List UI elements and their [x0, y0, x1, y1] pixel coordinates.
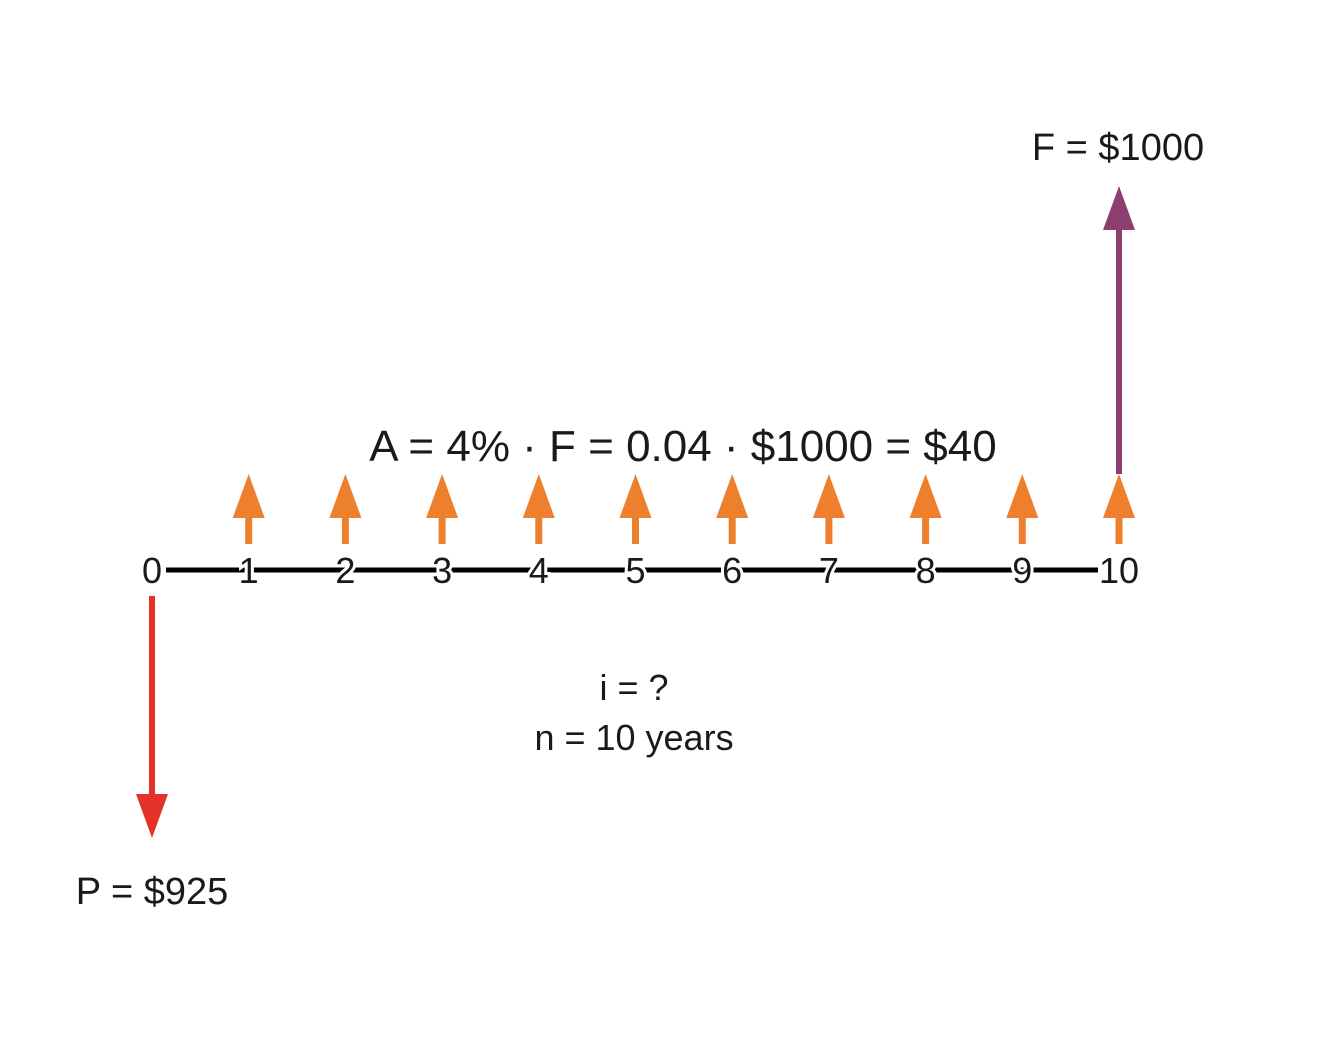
annuity-arrow-head — [812, 474, 845, 518]
annuity-arrow — [812, 474, 845, 544]
annuity-arrow-head — [522, 474, 555, 518]
timeline-tick-label: 6 — [722, 550, 742, 591]
periods-label: n = 10 years — [534, 717, 733, 758]
timeline-tick-label: 3 — [432, 550, 452, 591]
present-value-arrow-head — [136, 794, 168, 838]
timeline-tick-label: 5 — [625, 550, 645, 591]
annuity-arrows — [232, 474, 1135, 544]
future-value-label: F = $1000 — [1032, 127, 1204, 169]
timeline-tick-label: 0 — [142, 550, 162, 591]
annuity-arrow — [1103, 474, 1135, 544]
annuity-arrow-head — [716, 474, 749, 518]
annuity-arrow — [329, 474, 362, 544]
annuity-arrow — [716, 474, 749, 544]
annuity-arrow-head — [1006, 474, 1039, 518]
annuity-arrow-head — [232, 474, 265, 518]
annuity-arrow-head — [619, 474, 652, 518]
annuity-arrow — [426, 474, 459, 544]
future-value-arrow-head — [1103, 186, 1135, 230]
timeline-tick-label: 10 — [1099, 550, 1139, 591]
interest-rate-label: i = ? — [599, 667, 668, 708]
present-value-arrow — [136, 596, 168, 838]
future-value-arrow — [1103, 186, 1135, 474]
annuity-formula: A = 4% · F = 0.04 · $1000 = $40 — [369, 422, 996, 471]
timeline-tick-labels: 0 1 2 3 4 5 6 7 8 9 10 — [139, 547, 1142, 594]
timeline-tick-label: 9 — [1012, 550, 1032, 591]
annuity-arrow — [232, 474, 265, 544]
annuity-arrow — [909, 474, 942, 544]
timeline-tick-label: 1 — [239, 550, 259, 591]
annuity-arrow — [619, 474, 652, 544]
annuity-arrow-head — [1103, 474, 1135, 518]
timeline-tick-label: 2 — [335, 550, 355, 591]
timeline-tick-label: 4 — [529, 550, 549, 591]
timeline-tick-label: 7 — [819, 550, 839, 591]
annuity-arrow-head — [426, 474, 459, 518]
present-value-label: P = $925 — [76, 871, 229, 913]
timeline-tick-label: 8 — [916, 550, 936, 591]
annuity-arrow-head — [909, 474, 942, 518]
annuity-arrow — [522, 474, 555, 544]
annuity-arrow-head — [329, 474, 362, 518]
annuity-arrow — [1006, 474, 1039, 544]
